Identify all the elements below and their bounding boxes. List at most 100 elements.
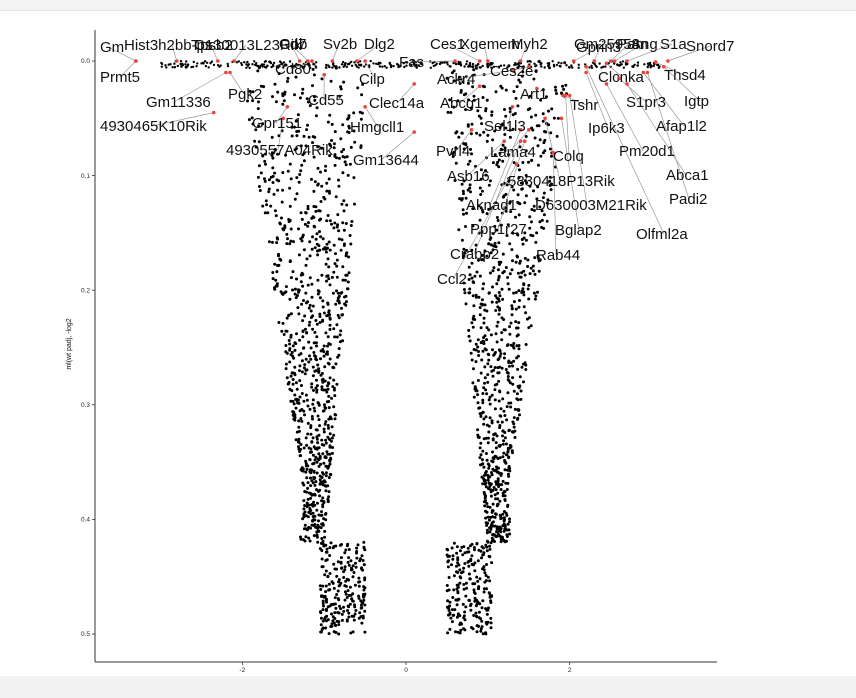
data-point xyxy=(493,398,497,402)
highlighted-point xyxy=(559,116,564,121)
data-point xyxy=(256,69,260,73)
data-point xyxy=(349,559,353,563)
data-point xyxy=(493,241,497,245)
data-point xyxy=(324,438,328,442)
data-point xyxy=(326,352,329,356)
data-point xyxy=(507,64,511,68)
label-connector xyxy=(290,43,309,62)
data-point xyxy=(460,182,464,186)
data-point xyxy=(305,490,308,494)
label-connector xyxy=(667,45,711,62)
data-point xyxy=(173,66,177,69)
data-point xyxy=(299,537,303,541)
data-point xyxy=(494,309,498,312)
data-point xyxy=(321,480,325,484)
data-point xyxy=(490,510,494,514)
data-point xyxy=(495,282,499,286)
data-point xyxy=(329,417,333,421)
data-point xyxy=(311,481,315,485)
data-point xyxy=(330,222,333,226)
data-point xyxy=(308,458,312,462)
data-point xyxy=(545,95,548,99)
data-point xyxy=(363,603,367,607)
data-point xyxy=(446,548,450,552)
data-point xyxy=(542,213,546,217)
data-point xyxy=(297,447,301,451)
data-point xyxy=(454,146,458,150)
data-point xyxy=(325,619,328,623)
data-point xyxy=(332,243,336,247)
data-point xyxy=(471,85,475,89)
data-point xyxy=(512,300,516,304)
data-point xyxy=(293,393,297,397)
data-point xyxy=(299,535,302,539)
data-point xyxy=(311,453,315,457)
data-point xyxy=(316,183,320,187)
data-point xyxy=(482,386,486,390)
data-point xyxy=(335,335,339,339)
data-point xyxy=(323,573,327,577)
data-point xyxy=(311,67,315,71)
data-point xyxy=(284,362,288,366)
data-point xyxy=(484,173,488,177)
data-point xyxy=(312,461,316,465)
data-point xyxy=(535,197,539,201)
highlighted-point xyxy=(518,139,523,143)
data-point xyxy=(345,251,349,255)
data-point xyxy=(275,270,279,274)
data-point xyxy=(303,314,307,318)
data-point xyxy=(465,586,468,590)
data-point xyxy=(536,144,540,148)
data-point xyxy=(309,496,313,500)
data-point xyxy=(275,282,279,286)
data-point xyxy=(487,398,491,402)
data-point xyxy=(491,138,495,142)
data-point xyxy=(323,616,327,619)
data-point xyxy=(360,111,364,115)
data-point xyxy=(528,94,532,98)
data-point xyxy=(338,604,341,608)
data-point xyxy=(458,581,462,585)
data-point xyxy=(337,294,341,298)
data-point xyxy=(335,574,339,578)
data-point xyxy=(304,436,308,440)
data-point xyxy=(322,500,326,503)
data-point xyxy=(327,582,331,586)
data-point xyxy=(526,258,530,262)
data-point xyxy=(328,142,332,146)
highlighted-point xyxy=(662,64,666,69)
data-point xyxy=(446,599,450,603)
data-point xyxy=(345,155,349,159)
data-point xyxy=(502,510,506,513)
data-point xyxy=(339,556,343,560)
data-point xyxy=(485,458,489,462)
data-point xyxy=(464,108,468,112)
data-point xyxy=(354,609,358,612)
data-point xyxy=(331,385,335,389)
data-point xyxy=(326,452,330,456)
gene-label: Abca1 xyxy=(666,167,709,184)
data-point xyxy=(356,86,360,90)
data-point xyxy=(490,561,494,565)
data-point xyxy=(246,99,249,103)
data-point xyxy=(311,304,315,308)
gene-label: Pgk2 xyxy=(228,86,262,103)
data-point xyxy=(472,395,476,399)
data-point xyxy=(461,602,465,606)
data-point xyxy=(342,609,346,613)
data-point xyxy=(489,271,492,275)
label-connector xyxy=(647,72,690,200)
data-point xyxy=(322,430,326,434)
data-point xyxy=(445,61,449,64)
data-point xyxy=(303,222,307,226)
data-point xyxy=(497,399,501,403)
data-point xyxy=(332,562,336,566)
data-point xyxy=(481,96,485,99)
data-point xyxy=(311,327,315,331)
highlighted-point xyxy=(486,59,490,63)
data-point xyxy=(447,559,450,563)
data-point xyxy=(515,344,519,348)
data-point xyxy=(352,618,356,622)
data-point xyxy=(432,64,435,68)
data-point xyxy=(317,367,321,371)
